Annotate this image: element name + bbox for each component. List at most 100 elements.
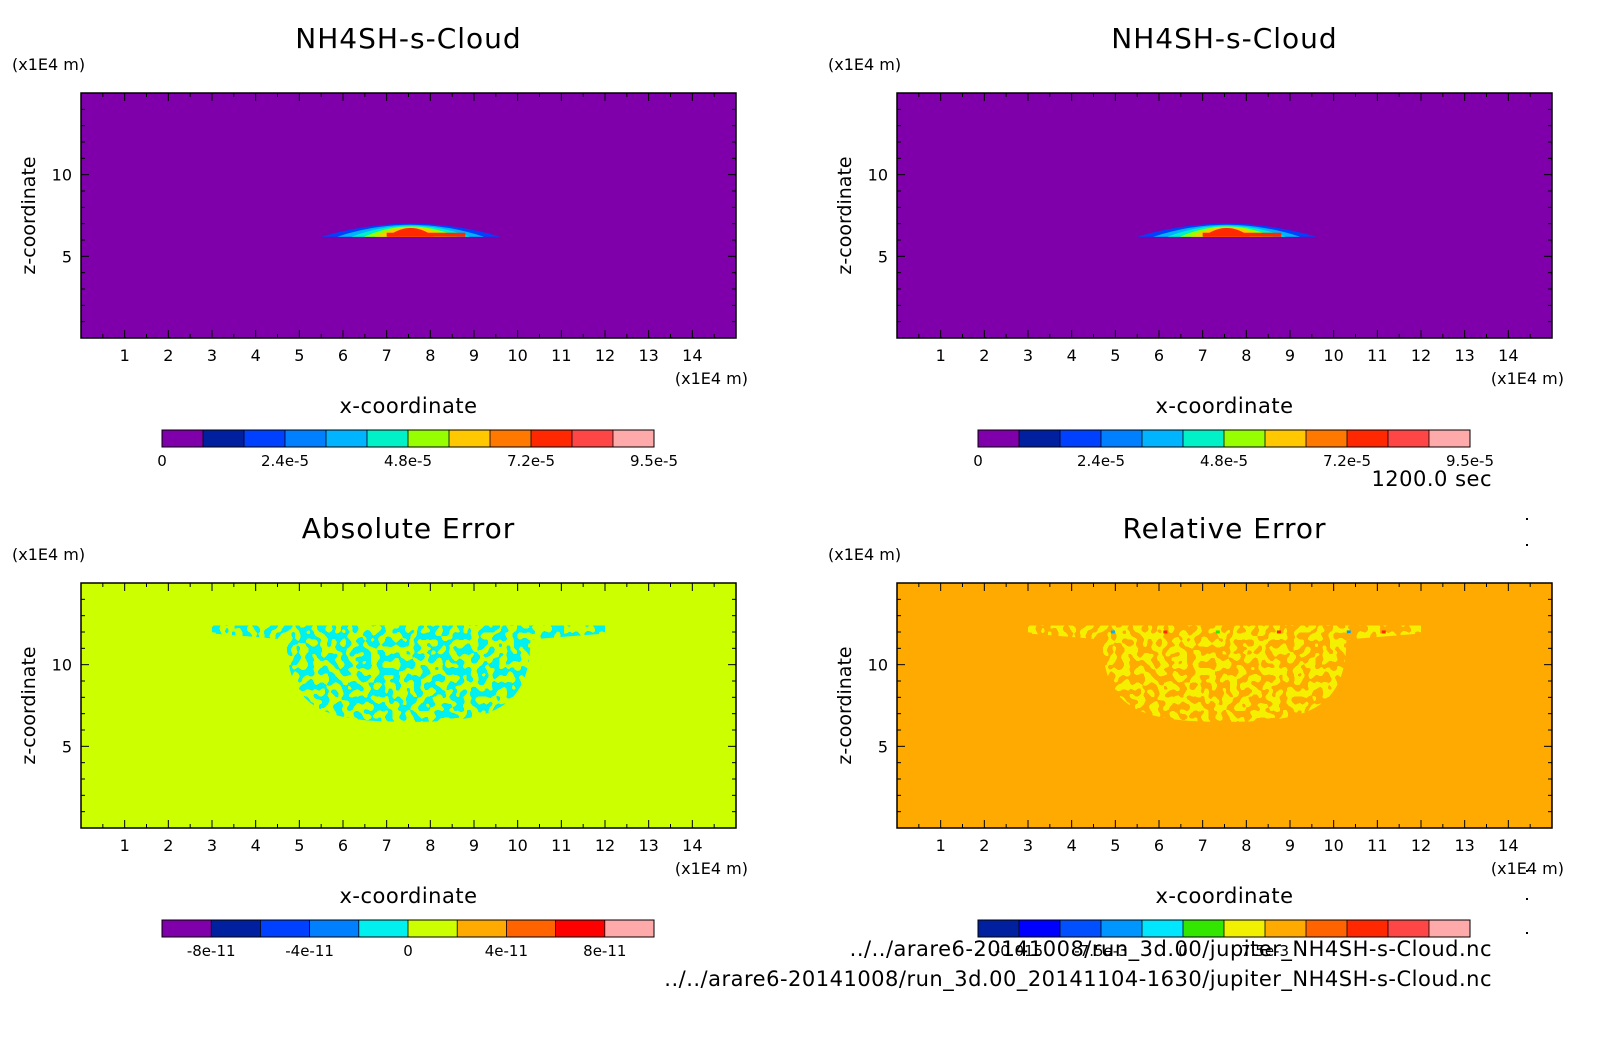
colorbar-tick-label: -0.015 — [995, 942, 1043, 960]
x-tick-label: 7 — [1198, 836, 1208, 855]
colorbar-tick-label: 0 — [973, 452, 983, 470]
colorbar-swatch — [1347, 430, 1389, 447]
x-tick-label: 11 — [1367, 346, 1387, 365]
x-tick-label: 14 — [1498, 836, 1518, 855]
x-tick-label: 6 — [338, 346, 348, 365]
colorbar-tick-label: 7.2e-5 — [1323, 452, 1371, 470]
x-tick-label: 13 — [1454, 346, 1474, 365]
x-tick-label: 14 — [682, 836, 702, 855]
colorbar-swatch — [1142, 430, 1184, 447]
x-tick-label: 10 — [1323, 346, 1343, 365]
time-label: 1200.0 sec — [1371, 467, 1492, 491]
colorbar-swatch — [1306, 430, 1348, 447]
x-tick-label: 5 — [1110, 346, 1120, 365]
x-tick-label: 8 — [1241, 346, 1251, 365]
x-tick-label: 8 — [425, 346, 435, 365]
colorbar-swatch — [260, 920, 311, 937]
x-tick-label: 7 — [382, 346, 392, 365]
colorbar-tick-label: 4e-11 — [485, 942, 528, 960]
colorbar-swatch — [162, 430, 204, 447]
colorbar-swatch — [408, 920, 458, 937]
colorbar-swatch — [1183, 920, 1225, 937]
colorbar-swatch — [1224, 430, 1266, 447]
file-path-1: ../../arare6-20141008/run_3d.00/jupiter_… — [849, 937, 1492, 961]
x-tick-label: 1 — [120, 836, 130, 855]
dot-marker — [1526, 932, 1528, 934]
colorbar-swatch — [490, 430, 532, 447]
x-tick-label: 7 — [1198, 346, 1208, 365]
x-unit-label: (x1E4 m) — [675, 369, 748, 388]
colorbar-swatch — [1060, 920, 1102, 937]
error-point — [1381, 630, 1386, 634]
colorbar-swatch — [309, 920, 360, 937]
colorbar-swatch — [1429, 920, 1471, 937]
colorbar-swatch — [285, 430, 327, 447]
colorbar-tick-label: 4.8e-5 — [1200, 452, 1248, 470]
colorbar-swatch — [1347, 920, 1389, 937]
colorbar-tick-label: -7.5e-3 — [1074, 942, 1127, 960]
colorbar-tick-label: -8e-11 — [187, 942, 236, 960]
y-axis-label: z-coordinate — [834, 156, 856, 274]
colorbar-tick-label: 7.2e-5 — [507, 452, 555, 470]
error-point — [1346, 630, 1351, 634]
chart-title: Relative Error — [1122, 512, 1326, 545]
x-tick-label: 3 — [207, 836, 217, 855]
x-tick-label: 13 — [638, 836, 658, 855]
colorbar-swatch — [244, 430, 286, 447]
colorbar-swatch — [1388, 430, 1430, 447]
x-tick-label: 12 — [595, 346, 615, 365]
x-axis-label: x-coordinate — [1155, 884, 1293, 908]
error-point — [1215, 630, 1220, 634]
colorbar-swatch — [358, 920, 409, 937]
x-axis-label: x-coordinate — [339, 884, 477, 908]
chart-title: NH4SH-s-Cloud — [1111, 22, 1337, 55]
y-tick-label: 10 — [52, 656, 72, 675]
x-tick-label: 9 — [469, 346, 479, 365]
x-unit-label: (x1E4 m) — [1491, 859, 1564, 878]
colorbar-swatch — [1060, 430, 1102, 447]
x-tick-label: 2 — [163, 346, 173, 365]
colorbar-swatch — [1183, 430, 1225, 447]
y-axis-label: z-coordinate — [18, 156, 40, 274]
x-tick-label: 7 — [382, 836, 392, 855]
plot-features — [212, 625, 605, 722]
colorbar-swatch — [604, 920, 655, 937]
colorbar-swatch — [408, 430, 450, 447]
colorbar-tick-label: 2.4e-5 — [261, 452, 309, 470]
colorbar-swatch — [1224, 920, 1266, 937]
y-axis-label: z-coordinate — [834, 646, 856, 764]
colorbar-swatch — [1019, 920, 1061, 937]
colorbar-swatch — [1101, 920, 1143, 937]
x-tick-label: 2 — [163, 836, 173, 855]
colorbar-swatch — [449, 430, 491, 447]
plot-background — [897, 93, 1552, 338]
x-tick-label: 1 — [936, 346, 946, 365]
x-tick-label: 14 — [682, 346, 702, 365]
x-tick-label: 1 — [936, 836, 946, 855]
x-tick-label: 10 — [507, 836, 527, 855]
x-tick-label: 5 — [294, 836, 304, 855]
chart-panel-4: Relative Error(x1E4 m)1 2 3 4 5 6 7 8 9 10 11 12 13 1… — [828, 512, 1564, 960]
x-tick-label: 12 — [595, 836, 615, 855]
y-tick-label: 5 — [878, 247, 888, 266]
x-tick-label: 10 — [1323, 836, 1343, 855]
x-tick-label: 12 — [1411, 346, 1431, 365]
x-tick-label: 4 — [251, 346, 261, 365]
colorbar-swatch — [1019, 430, 1061, 447]
x-tick-label: 1 — [120, 346, 130, 365]
x-tick-label: 9 — [1285, 836, 1295, 855]
x-tick-label: 3 — [1023, 346, 1033, 365]
y-unit-label: (x1E4 m) — [828, 55, 901, 74]
colorbar-swatch — [1101, 430, 1143, 447]
colorbar-tick-label: 0 — [1178, 942, 1188, 960]
dot-marker — [1526, 544, 1528, 546]
colorbar-swatch — [1429, 430, 1471, 447]
dot-marker — [1526, 518, 1528, 520]
x-tick-label: 4 — [1067, 346, 1077, 365]
colorbar-swatch — [162, 920, 212, 937]
colorbar-swatch — [211, 920, 261, 937]
x-tick-label: 4 — [251, 836, 261, 855]
x-tick-label: 13 — [1454, 836, 1474, 855]
cloud-core — [386, 232, 466, 237]
